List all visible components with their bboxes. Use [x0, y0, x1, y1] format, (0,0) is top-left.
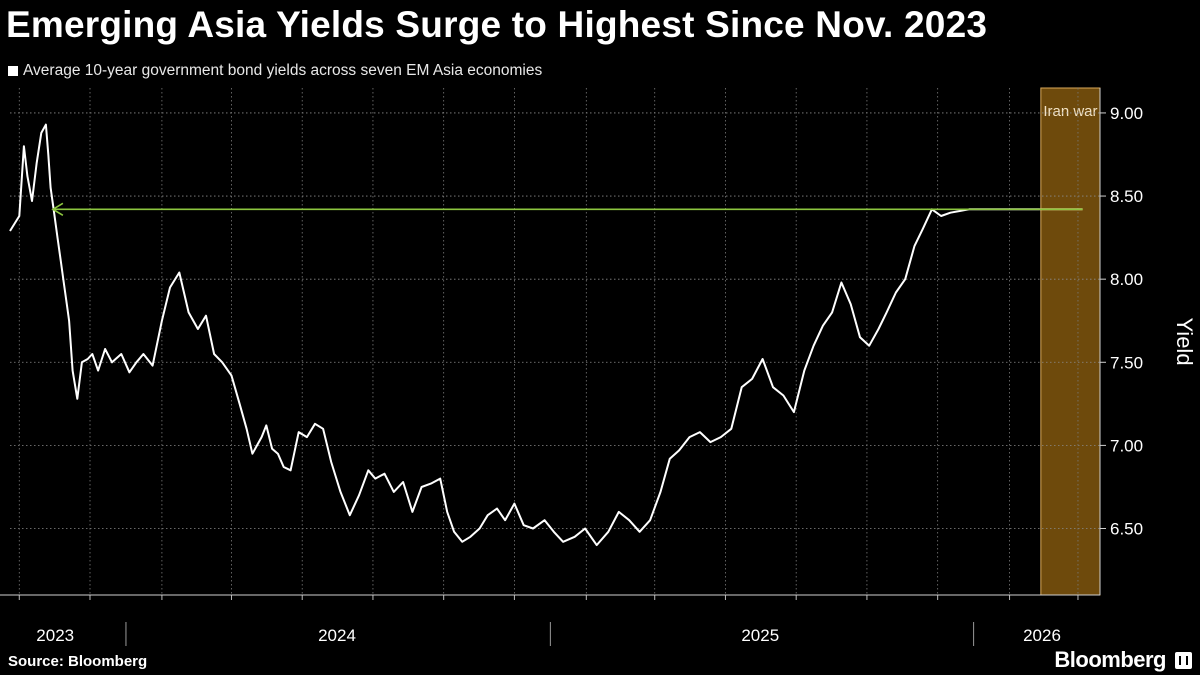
- y-tick-label: 7.00: [1110, 436, 1143, 455]
- x-tick-label: 2024: [318, 626, 356, 645]
- bloomberg-icon: [1175, 652, 1192, 669]
- legend-label: Average 10-year government bond yields a…: [23, 62, 543, 79]
- y-tick-label: 9.00: [1110, 104, 1143, 123]
- shaded-region-label: Iran war: [1043, 103, 1097, 120]
- reference-arrowhead: [51, 202, 64, 217]
- x-tick-label: 2025: [741, 626, 779, 645]
- legend: Average 10-year government bond yields a…: [8, 62, 542, 80]
- shaded-region: [1040, 87, 1101, 596]
- y-axis-label: Yield: [1172, 317, 1197, 365]
- chart-title: Emerging Asia Yields Surge to Highest Si…: [6, 4, 988, 45]
- brand-logo: Bloomberg: [1054, 647, 1166, 672]
- series-line: [9, 123, 1040, 547]
- x-tick-label: 2023: [36, 626, 74, 645]
- y-tick-label: 7.50: [1110, 353, 1143, 372]
- y-tick-label: 6.50: [1110, 520, 1143, 539]
- x-tick-label: 2026: [1023, 626, 1061, 645]
- y-tick-label: 8.50: [1110, 187, 1143, 206]
- y-tick-label: 8.00: [1110, 270, 1143, 289]
- legend-swatch: [8, 66, 18, 76]
- source-note: Source: Bloomberg: [8, 653, 148, 670]
